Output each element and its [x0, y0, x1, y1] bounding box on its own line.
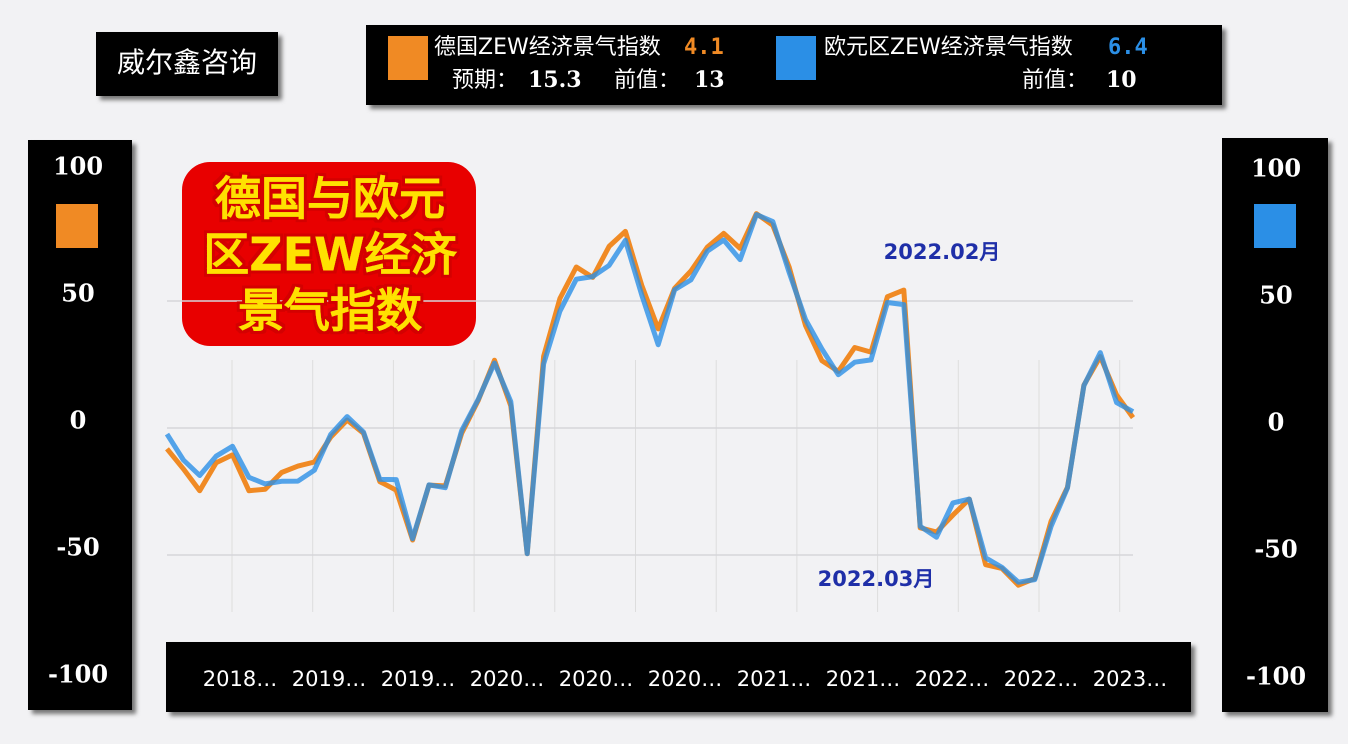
y2-tick-label: -50 [1254, 535, 1297, 564]
previous-label: 前值： [1022, 68, 1088, 93]
latest-value: 4.1 [684, 35, 724, 60]
y2-tick-label: 100 [1251, 154, 1301, 183]
brand-box [96, 32, 278, 96]
right-swatch [1254, 204, 1296, 248]
x-tick-label: 2019… [292, 667, 366, 691]
x-tick-label: 2018… [203, 667, 277, 691]
left-swatch [56, 204, 98, 248]
chart-title: 景气指数 [238, 284, 422, 338]
y-tick-label: 100 [53, 152, 103, 181]
x-tick-label: 2022… [915, 667, 989, 691]
x-tick-label: 2023… [1093, 667, 1167, 691]
y-tick-label: -100 [48, 660, 108, 689]
previous-value: 13 [694, 67, 725, 93]
chart-title: 德国与欧元 [215, 172, 445, 226]
expected-value: 15.3 [528, 67, 582, 93]
legend-label: 欧元区ZEW经济景气指数 [824, 35, 1073, 60]
y-tick-label: 0 [70, 406, 87, 435]
latest-value: 6.4 [1108, 35, 1148, 60]
x-axis-panel [166, 642, 1191, 712]
chart-title: 区ZEW经济 [203, 228, 458, 282]
y2-tick-label: -100 [1246, 662, 1306, 691]
annotation: 2022.02月 [884, 240, 1001, 264]
x-tick-label: 2021… [737, 667, 811, 691]
x-tick-label: 2020… [559, 667, 633, 691]
y-tick-label: -50 [56, 533, 99, 562]
x-tick-label: 2021… [826, 667, 900, 691]
y-tick-label: 50 [61, 279, 94, 308]
series-line [164, 212, 1135, 585]
x-tick-label: 2020… [648, 667, 722, 691]
brand: 威尔鑫咨询 [117, 46, 257, 79]
previous-label: 前值： [614, 68, 680, 93]
annotation: 2022.03月 [818, 567, 935, 591]
legend-label: 德国ZEW经济景气指数 [434, 35, 661, 60]
x-tick-label: 2020… [470, 667, 544, 691]
y2-tick-label: 50 [1259, 281, 1292, 310]
legend-swatch [388, 36, 428, 80]
expected-label: 预期： [452, 68, 518, 93]
x-tick-label: 2022… [1004, 667, 1078, 691]
x-tick-label: 2019… [381, 667, 455, 691]
y2-tick-label: 0 [1268, 408, 1285, 437]
previous-value: 10 [1106, 67, 1137, 93]
title-box [182, 162, 476, 346]
legend-swatch [776, 36, 816, 80]
